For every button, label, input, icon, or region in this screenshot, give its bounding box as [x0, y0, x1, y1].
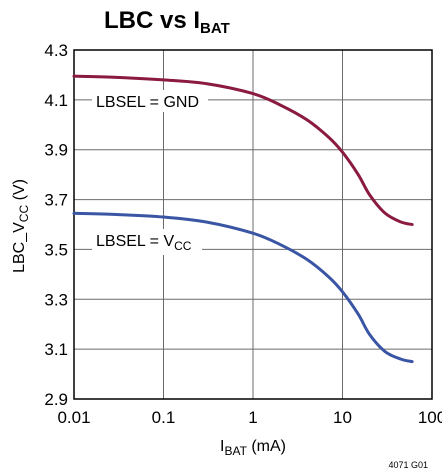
- series-label-vcc: LBSEL = VCC: [96, 233, 192, 253]
- y-tick-label: 4.1: [44, 91, 68, 110]
- x-axis-label: IBAT (mA): [220, 438, 286, 458]
- label-vcc-bg: [92, 229, 202, 255]
- y-tick-label: 4.3: [44, 41, 68, 60]
- label-gnd-bg: [92, 90, 208, 112]
- series-line-0: [72, 74, 414, 226]
- y-tick-label: 3.7: [44, 191, 68, 210]
- y-tick-label: 3.9: [44, 141, 68, 160]
- chart-title: LBC vs IBAT: [104, 7, 230, 37]
- series-line-1: [72, 211, 414, 364]
- y-tick-label: 3.5: [44, 240, 68, 259]
- x-tick-label: 0.1: [152, 408, 176, 427]
- x-tick-label: 1: [248, 408, 257, 427]
- figure-id: 4071 G01: [388, 460, 428, 470]
- y-tick-label: 3.1: [44, 340, 68, 359]
- y-tick-label: 3.3: [44, 290, 68, 309]
- x-tick-label: 10: [333, 408, 352, 427]
- y-axis-label: LBC_VCC (V): [11, 179, 31, 273]
- tick-labels: 0.01 0.1 1 10 100 2.9 3.1 3.3 3.5 3.7 3.9 4.1 4.3: [44, 41, 442, 427]
- series-lines: [72, 74, 414, 364]
- y-tick-label: 2.9: [44, 390, 68, 409]
- series-label-gnd: LBSEL = GND: [96, 94, 199, 111]
- x-tick-label: 0.01: [57, 408, 90, 427]
- x-tick-label: 100: [418, 408, 442, 427]
- plot-frame: [73, 49, 433, 400]
